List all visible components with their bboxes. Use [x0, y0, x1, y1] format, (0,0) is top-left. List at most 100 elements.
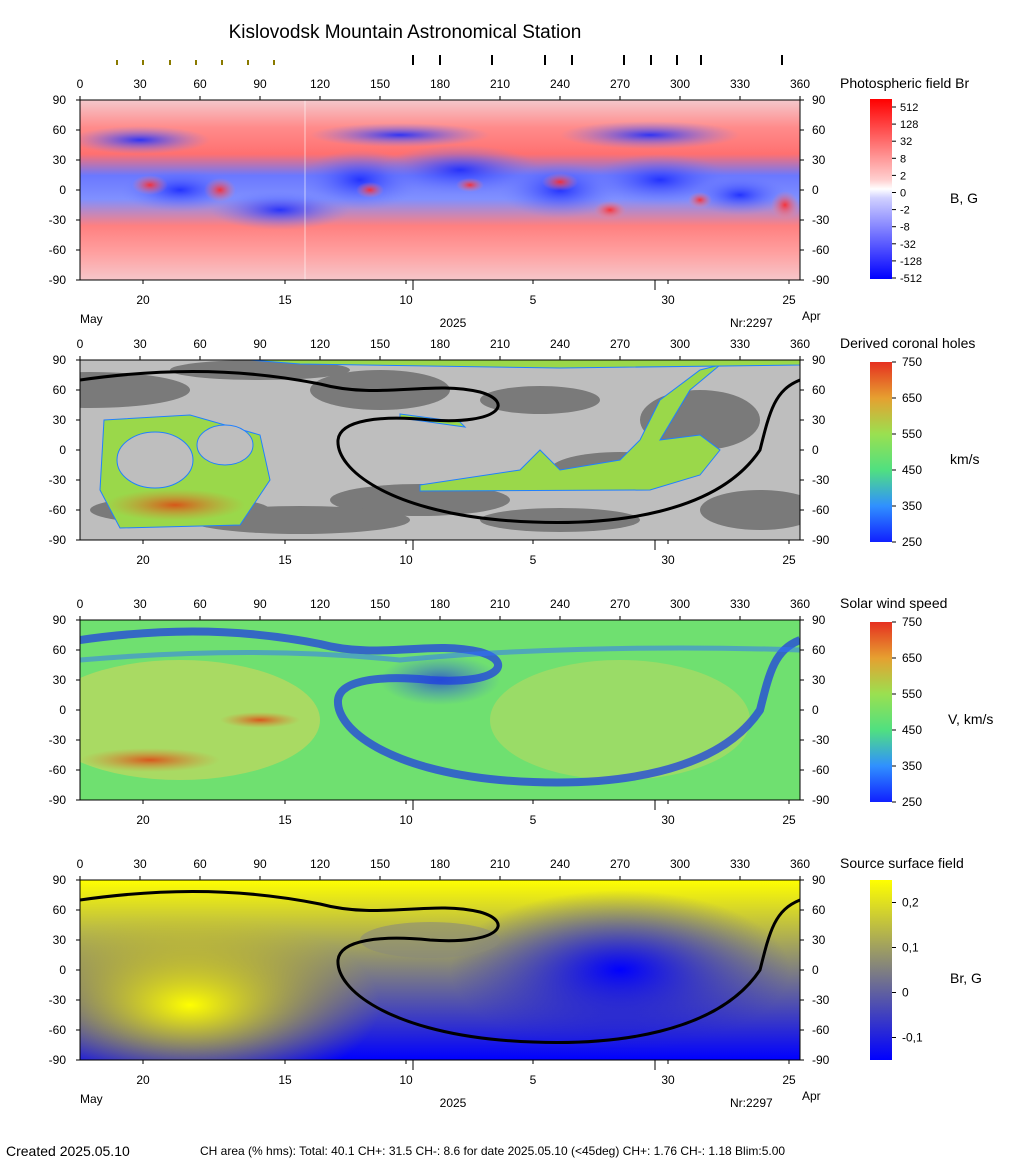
- y-tick-label-left: 90: [53, 93, 67, 107]
- y-tick-label-right: 0: [812, 183, 819, 197]
- y-tick-label-right: -30: [812, 733, 830, 747]
- colorbar-tick-label: -32: [900, 239, 916, 251]
- date-tick-label: 10: [399, 553, 413, 567]
- colorbar-tick-label: 250: [902, 795, 922, 809]
- y-tick-label-right: -30: [812, 993, 830, 1007]
- x-tick-label: 30: [133, 77, 147, 91]
- y-tick-label-left: 30: [53, 153, 67, 167]
- panel-1-border: [79, 99, 801, 281]
- panel-3-colorbar: 750 650 550 450 350 250 V, km/s: [870, 615, 993, 809]
- colorbar-tick-label: 0: [900, 188, 906, 200]
- x-tick-label: 30: [133, 337, 147, 351]
- x-tick-label: 300: [670, 337, 690, 351]
- x-tick-label: 210: [490, 77, 510, 91]
- y-tick-label-left: 60: [53, 903, 67, 917]
- x-tick-label: 240: [550, 857, 570, 871]
- date-tick-label: 10: [399, 813, 413, 827]
- negative-field-region: [690, 175, 790, 215]
- y-tick-label-right: -90: [812, 793, 830, 807]
- x-tick-label: 120: [310, 857, 330, 871]
- x-tick-label: 30: [133, 857, 147, 871]
- y-tick-label-right: 90: [812, 93, 826, 107]
- created-label: Created 2025.05.10: [6, 1143, 130, 1159]
- x-tick-label: 150: [370, 77, 390, 91]
- y-tick-label-left: -90: [49, 533, 67, 547]
- negative-polarity-region: [450, 890, 790, 1050]
- date-tick-label: 15: [278, 553, 292, 567]
- top-marker-tick: [169, 60, 171, 65]
- date-tick-label: 10: [399, 293, 413, 307]
- panel-2-border: [79, 359, 801, 541]
- colorbar-tick-label: 350: [902, 759, 922, 773]
- colorbar-tick-label: 512: [900, 102, 918, 114]
- x-tick-label: 270: [610, 337, 630, 351]
- colorbar-tick-label: 0: [902, 986, 909, 1000]
- colorbar-gradient: [870, 880, 892, 1060]
- colorbar-gradient: [870, 362, 892, 542]
- x-tick-label: 270: [610, 857, 630, 871]
- dark-region: [170, 360, 350, 380]
- y-tick-label-right: 30: [812, 933, 826, 947]
- x-tick-label: 270: [610, 597, 630, 611]
- y-tick-label-right: 90: [812, 873, 826, 887]
- positive-field-spot: [456, 178, 484, 192]
- top-marker-tick: [571, 55, 573, 65]
- x-tick-label: 360: [790, 597, 810, 611]
- month-label-left: May: [80, 312, 103, 326]
- y-tick-label-left: -90: [49, 1053, 67, 1067]
- date-tick-label: 25: [782, 1073, 796, 1087]
- x-tick-label: 210: [490, 857, 510, 871]
- x-tick-label: 60: [193, 857, 207, 871]
- panel-1-map: [80, 100, 800, 280]
- year-label: 2025: [440, 1096, 467, 1110]
- date-tick-label: 10: [399, 1073, 413, 1087]
- top-marker-tick: [412, 55, 414, 65]
- panel-4-colorbar: 0,2 0,1 0 -0,1 Br, G: [870, 880, 982, 1060]
- top-marker-tick: [247, 60, 249, 65]
- x-tick-label: 150: [370, 857, 390, 871]
- x-tick-label: 90: [253, 77, 267, 91]
- x-tick-label: 30: [133, 597, 147, 611]
- coronal-hole-north: [249, 360, 800, 369]
- y-tick-label-right: -60: [812, 503, 830, 517]
- dark-region: [480, 508, 640, 532]
- y-tick-label-left: -90: [49, 793, 67, 807]
- date-tick-label: 20: [136, 1073, 150, 1087]
- x-tick-label: 330: [730, 597, 750, 611]
- colorbar-tick-label: 8: [900, 153, 906, 165]
- x-tick-label: 90: [253, 597, 267, 611]
- date-tick-label: 30: [661, 1073, 675, 1087]
- x-tick-label: 330: [730, 77, 750, 91]
- colorbar-unit-label: km/s: [950, 451, 980, 467]
- colorbar-tick-label: 550: [902, 427, 922, 441]
- x-tick-label: 120: [310, 77, 330, 91]
- colorbar-gradient: [870, 622, 892, 802]
- y-tick-label-right: 0: [812, 963, 819, 977]
- y-tick-label-right: -30: [812, 473, 830, 487]
- x-tick-label: 120: [310, 337, 330, 351]
- y-tick-label-right: 0: [812, 443, 819, 457]
- slow-wind-belt: [80, 645, 800, 663]
- panel-3-map: [80, 620, 800, 800]
- dark-region: [80, 372, 190, 408]
- colorbar-tick-label: -2: [900, 205, 910, 217]
- y-tick-label-right: -60: [812, 1023, 830, 1037]
- y-tick-label-right: -90: [812, 1053, 830, 1067]
- positive-field-spot: [204, 178, 236, 202]
- colorbar-tick-label: 450: [902, 723, 922, 737]
- panel-4-border: [79, 879, 801, 1061]
- positive-field-spot: [688, 192, 712, 208]
- y-tick-label-right: 30: [812, 153, 826, 167]
- positive-polarity-region: [80, 915, 380, 1060]
- y-tick-label-right: 30: [812, 413, 826, 427]
- x-tick-label: 60: [193, 337, 207, 351]
- top-date-markers: [116, 55, 783, 65]
- x-tick-label: 150: [370, 597, 390, 611]
- top-marker-tick: [623, 55, 625, 65]
- hole-island: [196, 424, 254, 466]
- negative-field-region: [80, 126, 210, 154]
- colorbar-unit-label: B, G: [950, 190, 978, 206]
